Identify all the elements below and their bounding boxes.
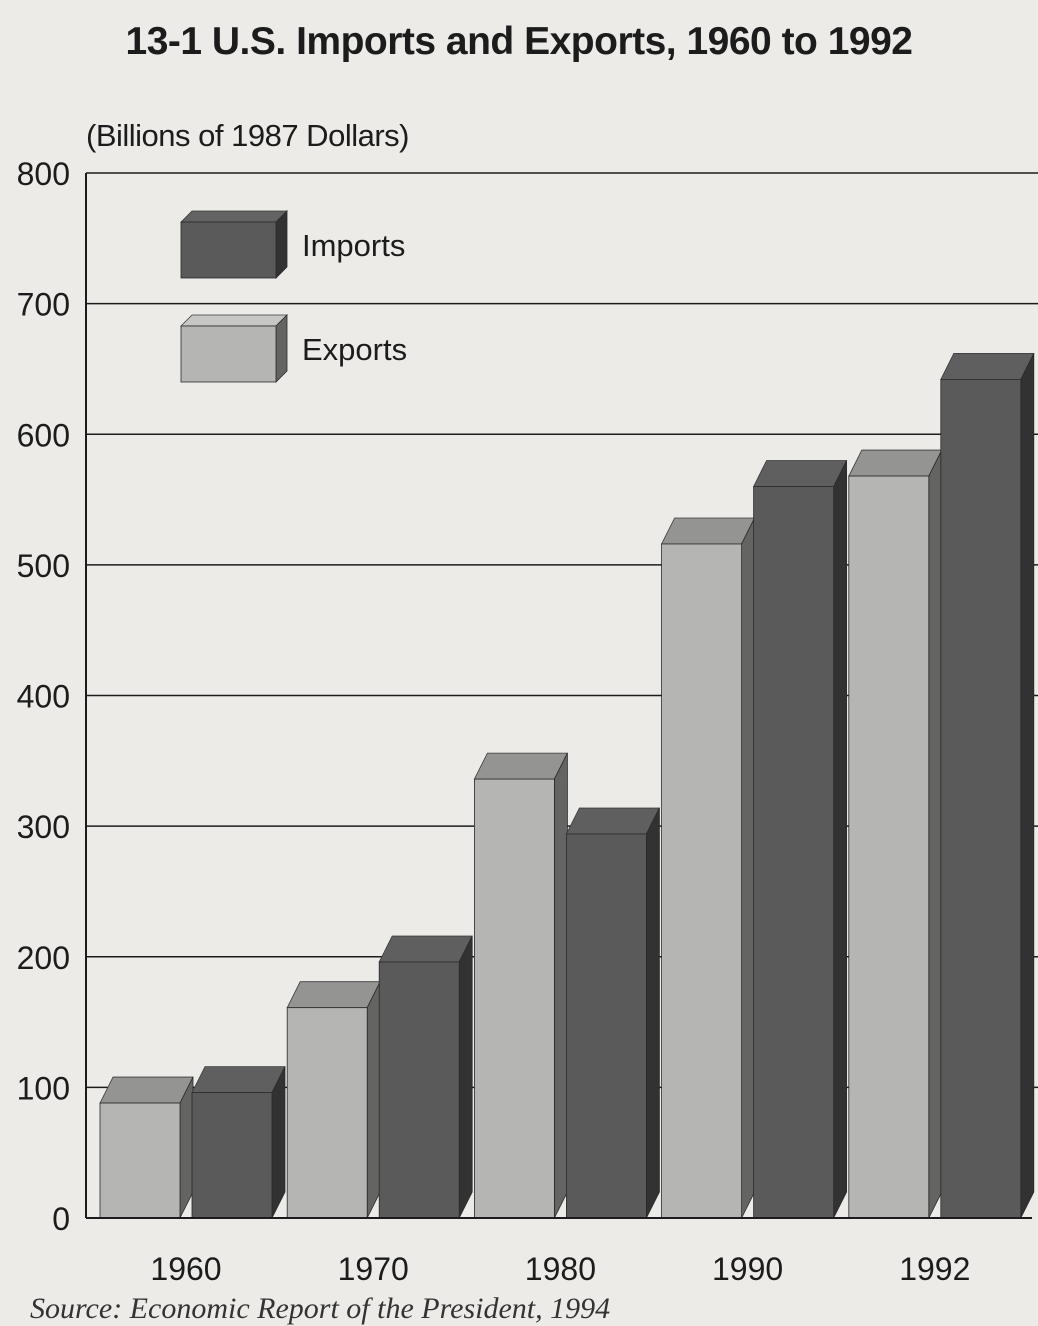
y-tick-label: 100: [17, 1070, 70, 1106]
bar-side-face: [741, 517, 755, 1219]
y-tick-label: 700: [17, 287, 70, 323]
bar-side-face: [1020, 353, 1035, 1219]
legend-swatch-side: [275, 210, 288, 279]
bar-front-face: [661, 543, 742, 1219]
bar-front-face: [286, 1007, 368, 1219]
bar-front-face: [566, 833, 647, 1219]
legend-label: Exports: [302, 332, 407, 367]
bar-front-face: [940, 378, 1022, 1219]
bar-side-face: [833, 460, 847, 1219]
bar-side-face: [554, 752, 568, 1219]
bar-front-face: [473, 778, 555, 1219]
legend-item-imports: Imports: [180, 210, 405, 279]
y-axis-label: (Billions of 1987 Dollars): [86, 118, 409, 153]
legend-item-exports: Exports: [180, 314, 407, 383]
legend-label: Imports: [302, 228, 405, 263]
bar-front-face: [753, 486, 834, 1219]
y-tick-label: 400: [17, 679, 70, 715]
bar-top-face: [378, 935, 473, 963]
bar-side-face: [271, 1066, 286, 1219]
y-tick-label: 500: [17, 548, 70, 584]
bar-imports-1960: [191, 1066, 286, 1219]
bar-top-face: [473, 752, 569, 780]
bar-top-face: [565, 807, 661, 835]
legend-swatch-side: [275, 314, 288, 383]
x-axis-ticks: 1960 1970 1980 1990 1992: [150, 1251, 970, 1287]
bar-side-face: [928, 449, 943, 1219]
y-tick-label: 800: [17, 156, 70, 192]
y-tick-label: 600: [17, 417, 70, 453]
bar-side-face: [458, 935, 473, 1219]
bar-top-face: [848, 449, 943, 477]
legend-swatch-top: [180, 314, 288, 327]
y-tick-label: 0: [52, 1201, 70, 1237]
bar-front-face: [848, 475, 930, 1219]
bar-top-face: [191, 1066, 286, 1093]
bar-top-face: [660, 517, 756, 545]
bars: [99, 352, 1035, 1219]
y-axis-ticks: 0 100 200 300 400 500 600 700 800: [17, 156, 70, 1237]
y-tick-label: 200: [17, 940, 70, 976]
bar-imports-1970: [378, 935, 473, 1219]
bar-exports-1990: [660, 517, 756, 1219]
bar-side-face: [646, 807, 660, 1219]
source-note: Source: Economic Report of the President…: [30, 1292, 611, 1325]
chart-title: 13-1 U.S. Imports and Exports, 1960 to 1…: [125, 20, 913, 63]
bar-imports-1992: [940, 352, 1035, 1219]
bar-exports-1960: [99, 1076, 194, 1219]
x-tick-label: 1970: [338, 1251, 409, 1287]
bar-side-face: [366, 981, 381, 1219]
y-tick-label: 300: [17, 809, 70, 845]
bar-top-face: [752, 460, 848, 487]
legend-swatch: [180, 325, 277, 383]
x-tick-label: 1980: [525, 1251, 596, 1287]
bar-top-face: [940, 352, 1035, 380]
bar-imports-1980: [565, 807, 661, 1219]
bar-exports-1992: [848, 449, 943, 1219]
legend: Imports Exports: [180, 210, 407, 383]
bar-top-face: [286, 981, 381, 1009]
bar-front-face: [378, 961, 460, 1219]
bar-imports-1990: [752, 460, 848, 1219]
bar-front-face: [191, 1092, 273, 1219]
bar-exports-1970: [286, 981, 381, 1219]
bar-exports-1980: [473, 752, 569, 1219]
bar-top-face: [99, 1076, 194, 1104]
x-tick-label: 1960: [150, 1251, 221, 1287]
legend-swatch-top: [180, 210, 288, 223]
x-tick-label: 1992: [899, 1251, 970, 1287]
x-tick-label: 1990: [712, 1251, 783, 1287]
bar-front-face: [99, 1102, 181, 1219]
legend-swatch: [180, 221, 277, 279]
